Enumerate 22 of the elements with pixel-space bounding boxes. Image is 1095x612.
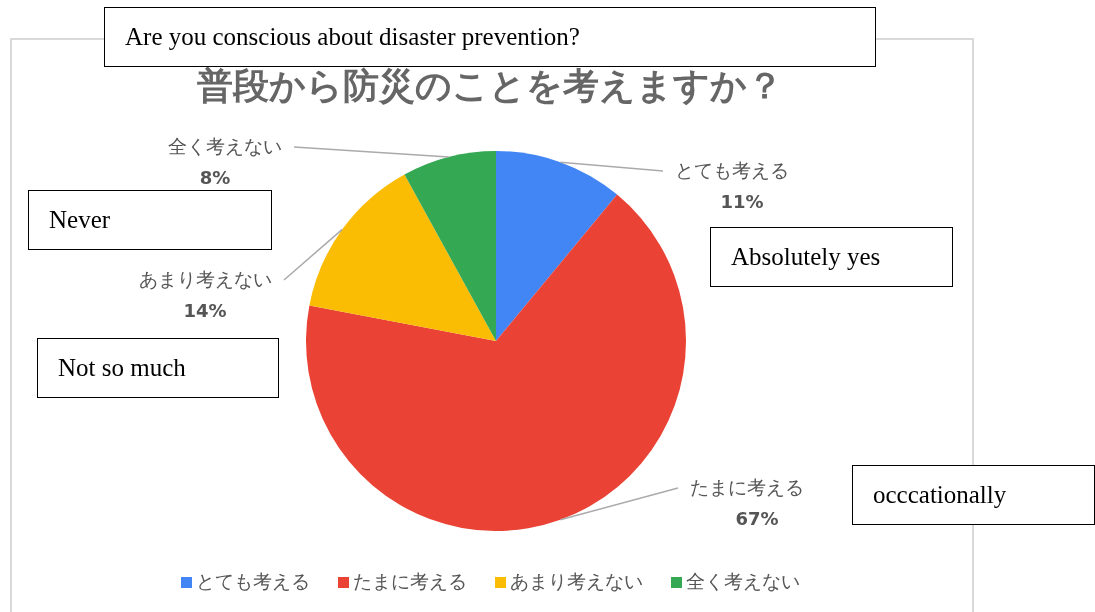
data-label: 67% (735, 508, 779, 529)
pie-slice (404, 151, 496, 341)
text: Absolutely yes (710, 227, 953, 287)
text: Never (28, 190, 272, 250)
legend-label: とても考える (194, 569, 310, 594)
slice-label: あまり考えない (139, 268, 272, 290)
data-label: 11% (720, 191, 764, 212)
data-label: 8% (199, 167, 231, 188)
slice-label: 全く考えない (168, 135, 282, 157)
text: Not so much (37, 338, 279, 398)
legend-label: あまり考えない (508, 569, 643, 594)
data-label: 14% (183, 300, 227, 321)
pie-slice (496, 151, 618, 341)
text: occcationally (852, 465, 1095, 525)
pie-slice (306, 194, 686, 531)
slice-label: たまに考える (690, 476, 804, 498)
chart-title: 普段から防災のことを考えますか？ (196, 64, 784, 108)
pie-slice (309, 174, 496, 341)
slice-label: とても考える (675, 159, 789, 181)
text: Are you conscious about disaster prevention? (125, 23, 580, 50)
legend-label: 全く考えない (684, 569, 800, 594)
legend-label: たまに考える (351, 569, 467, 594)
